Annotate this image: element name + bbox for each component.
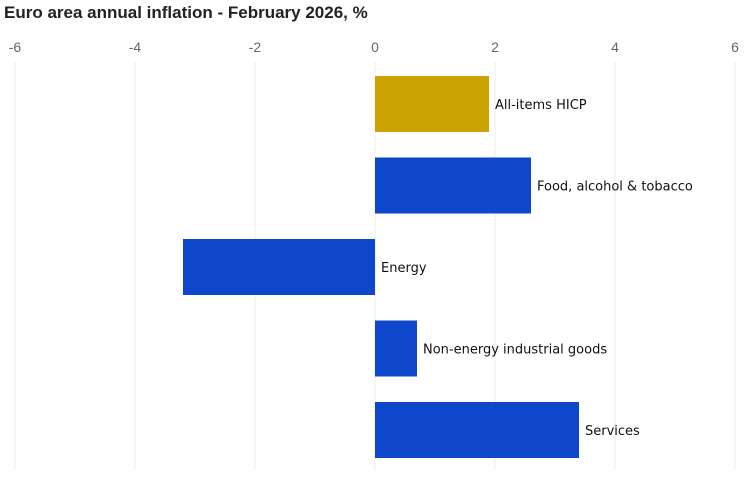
bar-label: Non-energy industrial goods: [423, 343, 607, 358]
bar-label: All-items HICP: [495, 98, 587, 113]
bar-label: Services: [585, 424, 640, 439]
bar-label: Food, alcohol & tobacco: [537, 180, 693, 195]
x-tick-label: -4: [129, 39, 142, 55]
bar-non-energy-industrial-goods: [375, 320, 417, 377]
x-tick-label: -2: [249, 39, 262, 55]
chart-title: Euro area annual inflation - February 20…: [4, 3, 368, 22]
bar-all-items-hicp: [375, 76, 489, 132]
x-tick-label: -6: [9, 39, 22, 55]
bar-energy: [183, 239, 375, 295]
bar-label: Energy: [381, 261, 427, 276]
x-tick-label: 2: [491, 39, 499, 55]
x-tick-label: 0: [371, 39, 379, 55]
x-tick-label: 6: [731, 39, 739, 55]
bar-food-alcohol-tobacco: [375, 157, 531, 214]
bar-services: [375, 402, 579, 458]
x-tick-label: 4: [611, 39, 619, 55]
